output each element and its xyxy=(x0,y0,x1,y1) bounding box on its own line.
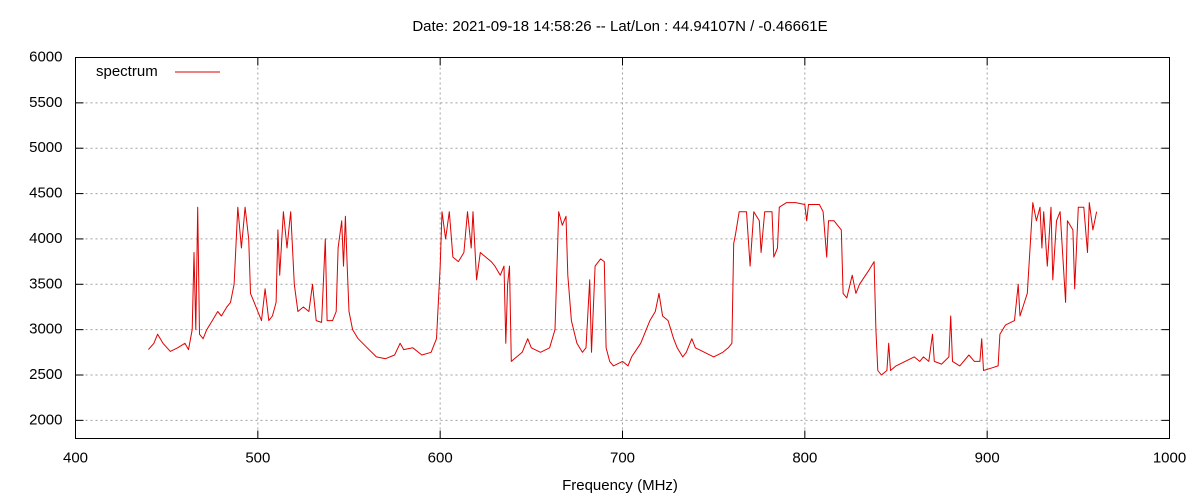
y-tick-label: 6000 xyxy=(29,48,62,65)
x-tick-label: 500 xyxy=(245,449,270,466)
y-tick-label: 2000 xyxy=(29,411,62,428)
x-axis-label: Frequency (MHz) xyxy=(562,477,678,494)
y-tick-label: 4500 xyxy=(29,185,62,202)
x-tick-label: 800 xyxy=(792,449,817,466)
legend-label: spectrum xyxy=(96,63,158,80)
y-tick-label: 3000 xyxy=(29,321,62,338)
y-tick-label: 5000 xyxy=(29,139,62,156)
x-tick-label: 600 xyxy=(428,449,453,466)
y-tick-label: 4000 xyxy=(29,230,62,247)
x-tick-label: 700 xyxy=(610,449,635,466)
spectrum-line xyxy=(148,202,1098,376)
x-tick-label: 900 xyxy=(975,449,1000,466)
y-tick-label: 2500 xyxy=(29,366,62,383)
y-tick-label: 3500 xyxy=(29,275,62,292)
x-tick-label: 1000 xyxy=(1153,449,1186,466)
chart-title: Date: 2021-09-18 14:58:26 -- Lat/Lon : 4… xyxy=(412,18,827,35)
x-tick-label: 400 xyxy=(63,449,88,466)
y-tick-label: 5500 xyxy=(29,94,62,111)
